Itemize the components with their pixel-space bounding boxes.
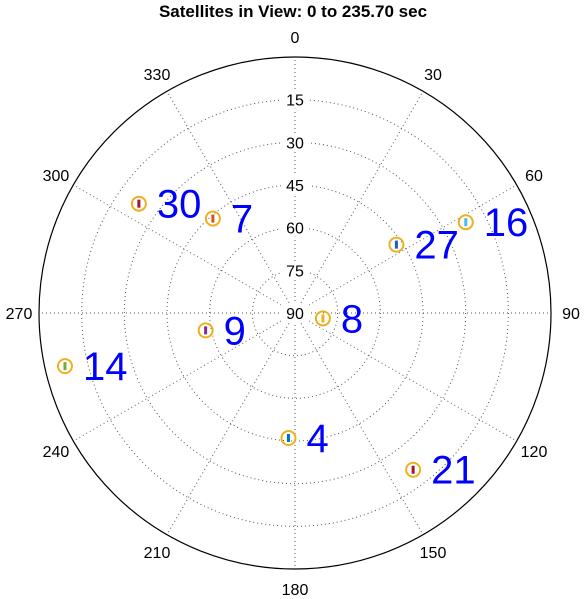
azimuth-tick-label: 330 — [144, 67, 171, 84]
satellite-track — [321, 314, 325, 323]
azimuth-tick-label: 120 — [521, 444, 548, 461]
azimuth-tick-label: 150 — [420, 545, 447, 562]
satellite-track — [286, 433, 290, 442]
satellite-marker — [388, 236, 405, 253]
satellite-marker — [56, 358, 73, 375]
satellite-label: 30 — [157, 183, 202, 227]
azimuth-tick-label: 30 — [424, 67, 442, 84]
satellite-label: 4 — [306, 417, 328, 461]
elevation-tick-label: 45 — [286, 178, 304, 195]
satellite-label: 27 — [414, 224, 459, 268]
satellite-marker — [197, 322, 214, 339]
azimuth-spoke — [294, 91, 424, 314]
elevation-tick-bg — [281, 90, 309, 109]
satellite-track — [411, 465, 415, 474]
azimuth-spoke — [166, 312, 296, 535]
satellite-label: 8 — [341, 297, 363, 341]
elevation-tick-bg — [281, 261, 309, 280]
satellite-marker — [280, 429, 297, 446]
azimuth-spoke — [294, 184, 517, 314]
satellite-marker — [130, 195, 147, 212]
azimuth-tick-label: 0 — [291, 30, 300, 47]
elevation-tick-label: 30 — [286, 135, 304, 152]
azimuth-spoke — [73, 312, 296, 442]
satellite-label: 16 — [484, 201, 529, 245]
elevation-tick-label: 75 — [286, 263, 304, 280]
elevation-tick-label: 60 — [286, 221, 304, 238]
azimuth-tick-label: 180 — [282, 582, 309, 599]
elevation-tick-label: 90 — [286, 306, 304, 323]
azimuth-spoke — [294, 312, 517, 442]
satellite-label: 9 — [224, 309, 246, 353]
satellite-marker — [457, 214, 474, 231]
azimuth-tick-label: 210 — [144, 545, 171, 562]
satellite-track — [394, 240, 398, 249]
elevation-tick-bg — [281, 133, 309, 152]
satellite-marker — [314, 310, 331, 327]
satellite-track — [211, 214, 215, 223]
azimuth-spoke — [73, 184, 296, 314]
elevation-tick-bg — [281, 304, 309, 322]
azimuth-tick-label: 300 — [43, 168, 70, 185]
satellite-track — [464, 218, 468, 227]
azimuth-tick-label: 240 — [43, 444, 70, 461]
chart-title: Satellites in View: 0 to 235.70 sec — [158, 2, 428, 21]
satellite-label: 21 — [431, 449, 476, 493]
satellite-marker — [405, 461, 422, 478]
satellite-label: 14 — [83, 345, 128, 389]
elevation-ring — [123, 141, 467, 485]
elevation-tick-bg — [281, 176, 309, 194]
outer-ring — [38, 56, 552, 570]
satellite-track — [204, 326, 208, 335]
azimuth-tick-label: 270 — [6, 306, 33, 323]
azimuth-tick-label: 60 — [525, 168, 543, 185]
elevation-tick-bg — [281, 218, 309, 237]
satellite-marker — [204, 210, 221, 227]
azimuth-spoke — [166, 91, 296, 314]
satellite-track — [63, 362, 67, 371]
satellite-label: 7 — [231, 198, 253, 242]
azimuth-spoke — [294, 312, 424, 535]
azimuth-tick-label: 90 — [562, 306, 580, 323]
satellite-track — [137, 199, 141, 208]
elevation-tick-label: 15 — [286, 93, 304, 110]
